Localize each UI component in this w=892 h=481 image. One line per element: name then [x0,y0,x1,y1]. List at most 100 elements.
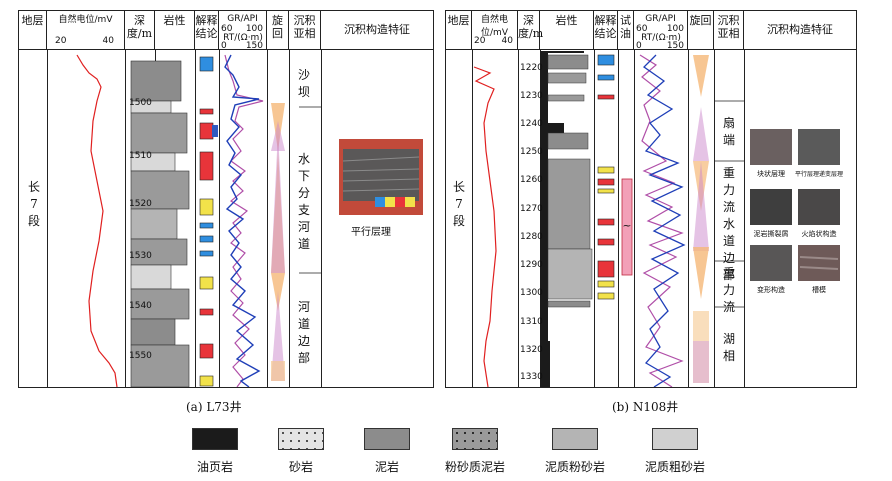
header-depth: 深度/m [518,11,544,49]
header-depth-label: 深度/m [126,14,153,40]
stratum-label: 长7段 [27,180,40,228]
gr-curve [642,54,686,387]
header-stratum: 地层 [446,11,472,49]
depth-tick: 1270 [520,204,543,214]
lithology-column [130,60,190,387]
facies-label: 重力流水道边部 [722,166,735,282]
rt-tick-0: 0 [636,41,642,51]
photo-caption: 槽模 [812,286,826,294]
photo-caption: 平行层理递变层理 [794,171,843,178]
facies-label: 水下分支河道 [297,152,310,251]
gr-tick-60: 60 [636,24,648,34]
legend-label: 粉砂质泥岩 [444,460,505,474]
depth-tick: 1300 [520,288,543,298]
header-lith: 岩性 [540,11,594,49]
facies-label: 扇端 [722,116,735,147]
depth-tick: 1310 [520,317,543,327]
legend-swatch [452,428,498,450]
header-structure-label: 沉积构造特征 [767,23,833,36]
header-structure: 沉积构造特征 [744,11,856,49]
sp-max-label: 40 [102,36,114,46]
legend-swatch [552,428,598,450]
header-gr-rt: GR/API 60 100 RT/(Ω·m) 0 150 [219,11,267,51]
sp-max-label: 40 [501,36,513,46]
header-stratum-label: 地层 [447,14,470,27]
gr-tick-100: 100 [666,24,684,34]
header-subfacies-label: 沉积亚相 [717,14,740,40]
caption-a: (a) L73井 [186,400,242,414]
sp-min-label: 20 [55,36,67,46]
header-sp: 自然电位/mV 20 40 [472,11,518,49]
gr-tick-60: 60 [221,24,233,34]
gr-curve [224,54,261,387]
facies-label: 湖相 [722,332,735,363]
header-test-label: 试油 [620,14,631,40]
header-test: 试油 [618,11,634,49]
legend-item-0: 油页岩 [192,428,255,475]
depth-tick: 1230 [520,91,543,101]
oil-test-interval [621,178,633,276]
legend-label: 泥质粗砂岩 [644,460,705,474]
legend-label: 泥质粉砂岩 [544,460,605,474]
legend-label: 砂岩 [288,460,313,474]
well-log-panel-b: 地层 自然电位/mV 20 40 深度/m 岩性 解释结论 试油 GR/API … [445,10,857,388]
sp-min-label: 20 [474,36,486,46]
header-interp: 解释结论 [594,11,618,49]
header-interp-label: 解释结论 [594,14,617,40]
depth-tick: 1330 [520,372,543,382]
panel-b-graphics [473,51,840,387]
depth-tick: 1530 [129,251,152,261]
header-sp-label: 自然电位/mV [480,15,508,38]
header-subfacies: 沉积亚相 [289,11,321,49]
header-subfacies: 沉积亚相 [714,11,744,49]
facies-label: 河道边部 [297,300,310,365]
rt-tick-150: 150 [666,41,684,51]
sp-curve [473,66,497,387]
caption-b: (b) N108井 [612,400,679,414]
legend-swatch [192,428,238,450]
legend-label: 泥岩 [374,460,399,474]
panel-a-graphics [76,54,423,387]
header-rt-label: RT/(Ω·m) [223,33,263,43]
header-sp: 自然电位/mV 20 40 [47,11,125,49]
header-rt-label: RT/(Ω·m) [641,33,681,43]
photo-caption: 块状层理 [757,170,785,178]
core-photos [750,129,840,281]
header-depth-label: 深度/m [518,14,544,40]
header-cycle-label: 旋回 [689,14,712,27]
legend-swatch [652,428,698,450]
interpretation-column [199,56,218,387]
header-structure-label: 沉积构造特征 [344,23,410,36]
gr-tick-100: 100 [245,24,263,34]
photo-caption: 泥岩撕裂屑 [753,230,789,238]
legend-item-2: 泥岩 [364,428,427,475]
header-interp: 解释结论 [195,11,219,49]
header-cycle: 旋回 [688,11,714,49]
header-gr-rt: GR/API 60 100 RT/(Ω·m) 0 150 [634,11,688,51]
header-cycle-label: 旋回 [272,14,283,40]
depth-tick: 1320 [520,345,543,355]
stratum-label: 长7段 [452,180,465,228]
rt-curve [639,54,684,387]
depth-tick: 1260 [520,175,543,185]
rt-curve [224,54,264,387]
depth-tick: 1520 [129,199,152,209]
header-stratum-label: 地层 [21,14,44,27]
legend-item-3: 粉砂质泥岩 [445,428,515,475]
facies-label: 重力流 [722,266,735,314]
legend-item-1: 砂岩 [278,428,341,475]
depth-tick: 1500 [129,98,152,108]
sp-curve [76,54,118,387]
legend-swatch [278,428,324,450]
photo-caption: 平行层理 [351,227,391,238]
depth-tick: 1540 [129,301,152,311]
well-log-panel-a: 地层 自然电位/mV 20 40 深度/m 岩性 解释结论 GR/API 60 … [18,10,434,388]
photo-caption: 火焰状构造 [801,230,837,238]
depth-tick: 1290 [520,260,543,270]
photo-caption: 变形构造 [757,286,785,294]
header-interp-label: 解释结论 [195,14,218,40]
header-lith: 岩性 [155,11,195,49]
interpretation-column [597,54,615,300]
rt-tick-0: 0 [221,41,227,51]
facies-label: 沙坝 [297,68,310,99]
